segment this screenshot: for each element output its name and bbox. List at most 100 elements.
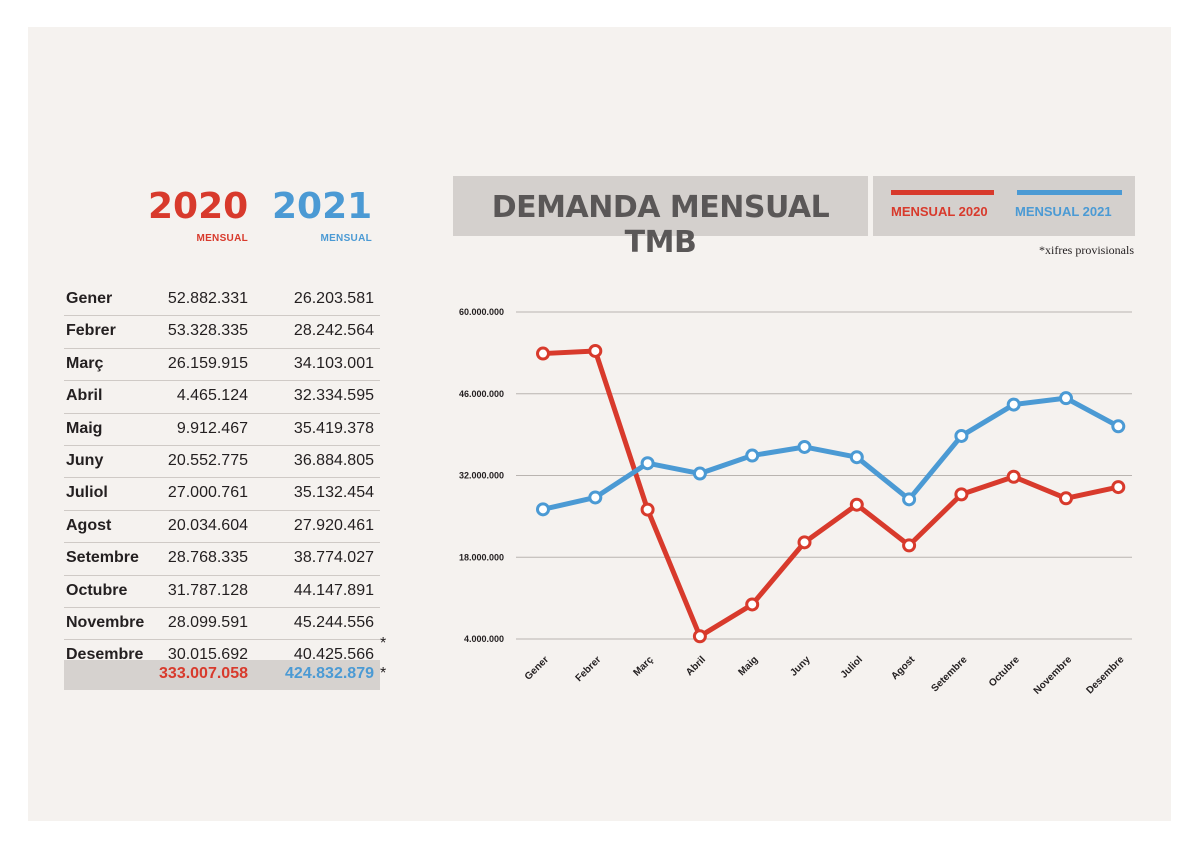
value-2021: 32.334.595 [293, 387, 374, 405]
x-tick-label: Juliol [839, 654, 865, 680]
month-label: Octubre [66, 581, 128, 599]
data-point [849, 497, 864, 512]
total-2021: 424.832.879 [285, 665, 374, 682]
month-label: Abril [66, 387, 103, 405]
x-tick-label: Gener [523, 654, 551, 682]
provisional-note: *xifres provisionals [1039, 243, 1134, 257]
y-tick-label: 32.000.000 [459, 471, 504, 481]
table-row: Abril 4.465.124 32.334.595 [64, 381, 380, 414]
chart-title-box: DEMANDA MENSUAL TMB [453, 176, 868, 260]
header-2021: 2021 MENSUAL [272, 186, 373, 245]
legend-line-2020 [891, 190, 994, 195]
table-row: Octubre 31.787.128 44.147.891 [64, 576, 380, 608]
value-2021: 26.203.581 [293, 290, 374, 307]
x-tick-label: Juny [788, 654, 813, 679]
value-2021: 34.103.001 [293, 354, 374, 372]
total-asterisk: * [380, 665, 387, 682]
x-tick-label: Octubre [987, 654, 1022, 689]
value-2020: 28.099.591 [167, 613, 248, 631]
total-row: 333.007.058 424.832.879 [64, 660, 380, 690]
month-label: Juny [66, 451, 104, 469]
table-row: Març 26.159.915 34.103.001 [64, 349, 380, 382]
data-point [1111, 419, 1126, 434]
value-2021: 45.244.556 [293, 613, 374, 631]
y-tick-label: 4.000.000 [464, 634, 504, 644]
value-2020: 27.000.761 [167, 484, 248, 502]
data-point [1006, 397, 1021, 412]
legend-line-2021 [1017, 190, 1122, 195]
data-point [536, 346, 550, 361]
table-row: Setembre 28.768.335 38.774.027 [64, 543, 380, 576]
month-label: Agost [66, 516, 112, 534]
month-label: Gener [66, 290, 113, 307]
month-label: Maig [66, 419, 103, 437]
value-2020: 30.015.692 [167, 646, 248, 664]
data-point [954, 428, 969, 443]
data-point [797, 535, 812, 550]
table-row: Agost 20.034.604 27.920.461 [64, 511, 380, 544]
data-point [640, 502, 655, 517]
data-point [745, 448, 760, 463]
value-2020: 26.159.915 [167, 354, 248, 372]
data-point [797, 439, 812, 454]
data-point [849, 450, 864, 465]
table-row: Gener 52.882.331 26.203.581 [64, 284, 380, 317]
month-label: Setembre [66, 549, 139, 567]
x-tick-label: Novembre [1032, 654, 1075, 697]
data-point [536, 502, 550, 517]
data-point [1059, 491, 1073, 506]
data-point [902, 492, 917, 507]
data-point [1111, 480, 1126, 495]
data-point [1059, 391, 1073, 406]
value-2020: 9.912.467 [176, 419, 248, 437]
mensual-2020-label: MENSUAL [196, 233, 248, 244]
total-2020: 333.007.058 [159, 665, 248, 682]
table-row: Novembre 28.099.591 45.244.556 [64, 608, 380, 641]
header-2020: 2020 MENSUAL [148, 186, 249, 245]
year-2020-label: 2020 [148, 186, 249, 227]
data-point [954, 487, 969, 502]
data-point [1006, 469, 1021, 484]
table-row: Desembre 30.015.692 40.425.566 [64, 640, 380, 673]
value-2021: 35.132.454 [293, 484, 374, 502]
series-line [542, 348, 1119, 639]
value-2021: 38.774.027 [293, 549, 374, 567]
data-point [640, 456, 655, 471]
data-point [588, 343, 603, 358]
data-point [588, 490, 603, 505]
y-tick-label: 60.000.000 [459, 307, 504, 317]
data-point [902, 538, 917, 553]
value-2021: 27.920.461 [293, 516, 374, 534]
y-tick-label: 46.000.000 [459, 389, 504, 399]
value-2020: 20.034.604 [167, 516, 248, 534]
table-row: Juny 20.552.775 36.884.805 [64, 446, 380, 479]
x-tick-label: Setembre [930, 654, 970, 694]
value-2020: 4.465.124 [176, 387, 248, 405]
x-tick-label: Maig [736, 654, 760, 678]
value-2021: 28.242.564 [293, 322, 374, 340]
legend-label-2021: MENSUAL 2021 [1015, 204, 1112, 219]
legend-label-2020: MENSUAL 2020 [891, 204, 988, 219]
month-label: Març [66, 354, 104, 372]
value-2020: 20.552.775 [167, 451, 248, 469]
month-label: Febrer [66, 322, 116, 340]
monthly-table: Gener 52.882.331 26.203.581 Febrer 53.328.33… [64, 284, 380, 673]
month-label: Juliol [66, 484, 108, 502]
table-row: Maig 9.912.467 35.419.378 [64, 414, 380, 446]
year-2021-label: 2021 [272, 186, 373, 227]
x-tick-label: Febrer [574, 654, 604, 684]
x-tick-label: Desembre [1084, 654, 1126, 696]
y-tick-label: 18.000.000 [459, 552, 504, 562]
value-2021: 40.425.566 [293, 646, 374, 664]
month-label: Novembre [66, 613, 145, 631]
table-row: Juliol 27.000.761 35.132.454 [64, 478, 380, 511]
value-2021: 44.147.891 [293, 581, 374, 599]
x-tick-label: Abril [684, 654, 708, 678]
value-2020: 53.328.335 [167, 322, 248, 340]
x-tick-label: Març [631, 654, 656, 679]
value-2020: 28.768.335 [167, 549, 248, 567]
mensual-2021-label: MENSUAL [320, 233, 372, 244]
series-line [542, 395, 1120, 512]
month-label: Desembre [66, 646, 144, 664]
